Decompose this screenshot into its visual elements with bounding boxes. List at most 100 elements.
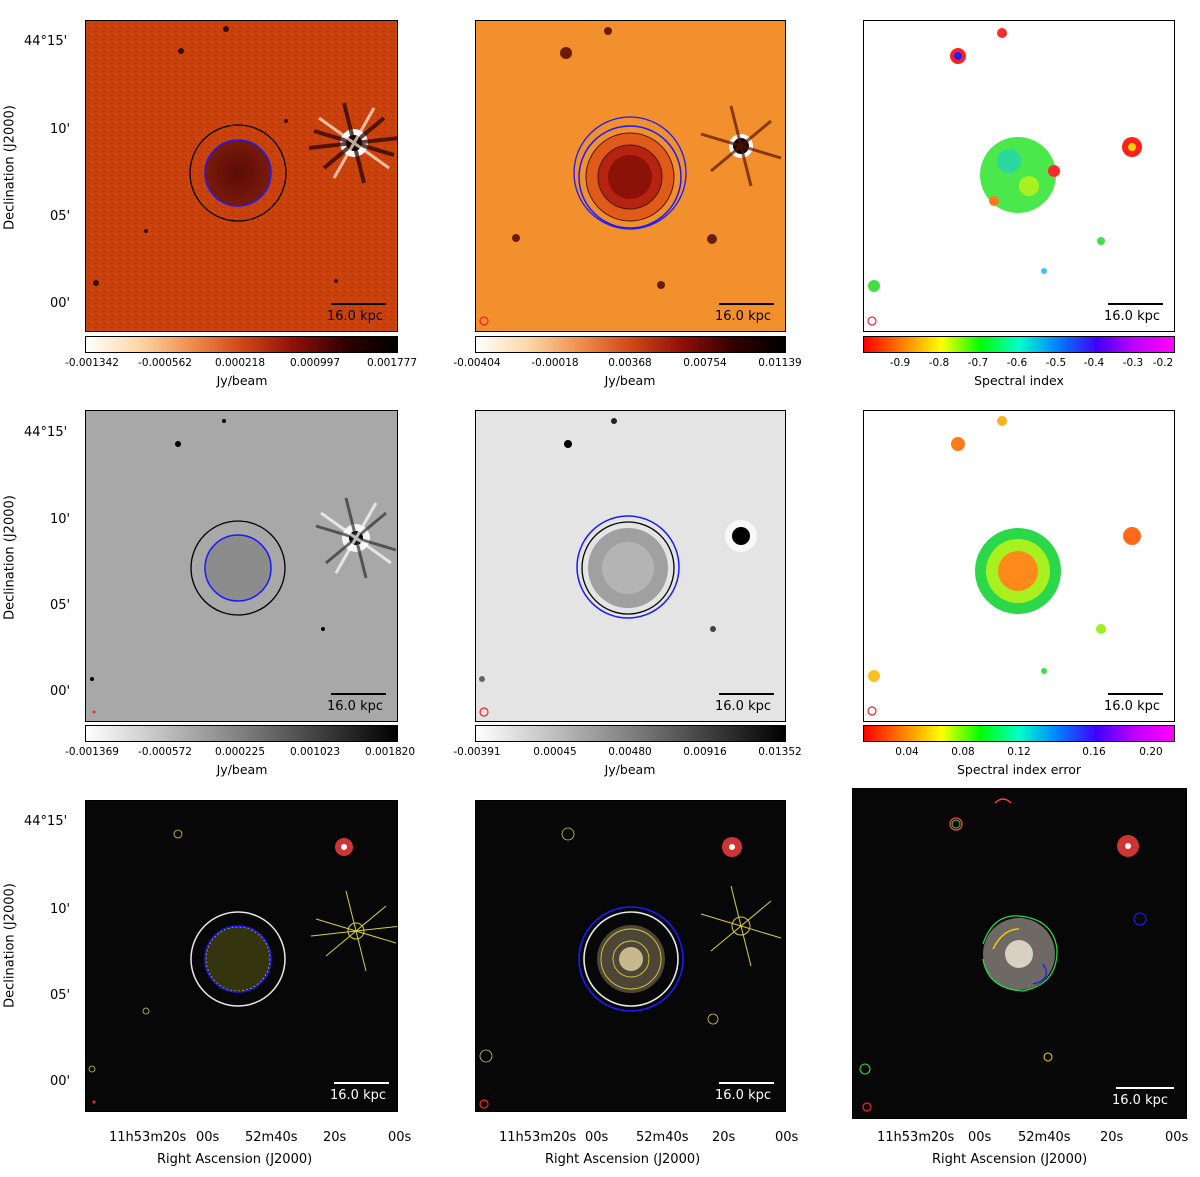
colorbar-tick: 0.16	[1082, 746, 1106, 758]
colorbar-tick: 0.01352	[758, 746, 802, 758]
colorbar-tick: -0.4	[1083, 357, 1105, 369]
colorbar-tick: -0.2	[1152, 357, 1174, 369]
bright-source-contours	[700, 885, 782, 967]
colorbar-tick: 0.00368	[608, 357, 652, 369]
colorbar-tick: -0.8	[928, 357, 950, 369]
dec-tick: 44°15'	[24, 425, 68, 440]
ra-tick: 11h53m20s	[109, 1130, 186, 1145]
optical-image-spectral-contours	[853, 789, 1186, 1118]
colorbar-tick: -0.7	[967, 357, 989, 369]
ra-tick: 52m40s	[245, 1130, 298, 1145]
scale-bar	[331, 303, 386, 305]
colorbar-tick: 0.12	[1007, 746, 1031, 758]
panel-radio-gray: 16.0 kpc	[85, 410, 398, 722]
scale-label: 16.0 kpc	[715, 1088, 772, 1103]
scale-bar	[719, 693, 774, 695]
colorbar-tick: 0.000218	[214, 357, 266, 369]
colorbar-heat	[85, 336, 398, 353]
ra-tick: 00s	[775, 1130, 799, 1145]
colorbar-tick: -0.00404	[453, 357, 501, 369]
panel-radio-gray-smooth: 16.0 kpc	[475, 410, 786, 722]
ra-tick: 20s	[712, 1130, 736, 1145]
colorbar-tick: 0.00480	[608, 746, 652, 758]
dec-tick: 00'	[50, 1074, 71, 1089]
colorbar-label: Jy/beam	[604, 762, 656, 777]
colorbar-tick: -0.5	[1045, 357, 1067, 369]
ra-tick: 00s	[1165, 1130, 1189, 1145]
colorbar-label: Spectral index error	[956, 762, 1082, 777]
spectral-index-error-map	[864, 411, 1174, 721]
ra-tick: 00s	[388, 1130, 412, 1145]
radio-gray-image	[86, 411, 397, 721]
dec-tick: 05'	[50, 598, 71, 613]
colorbar-tick: -0.001342	[65, 357, 119, 369]
colorbar-label: Jy/beam	[216, 762, 268, 777]
colorbar-tick: -0.9	[889, 357, 911, 369]
ra-tick: 20s	[323, 1130, 347, 1145]
colorbar-tick: 0.001777	[366, 357, 418, 369]
scale-label: 16.0 kpc	[330, 1088, 387, 1103]
scale-label: 16.0 kpc	[1112, 1093, 1169, 1108]
colorbar-tick: 0.00045	[533, 746, 577, 758]
ra-tick: 00s	[196, 1130, 220, 1145]
colorbar-tick: 0.04	[895, 746, 919, 758]
colorbar-tick: 0.20	[1139, 746, 1163, 758]
ra-tick: 52m40s	[636, 1130, 689, 1145]
colorbar-heat-smooth	[475, 336, 786, 353]
bright-source-contours	[310, 890, 397, 972]
scale-bar	[719, 1082, 774, 1084]
colorbar-tick: -0.000572	[138, 746, 192, 758]
dec-tick: 00'	[50, 684, 71, 699]
ra-tick: 52m40s	[1018, 1130, 1071, 1145]
dec-tick: 05'	[50, 209, 71, 224]
bright-source-burst	[315, 497, 397, 579]
bright-source-burst	[725, 520, 757, 552]
radio-heat-image	[86, 21, 397, 331]
colorbar-tick: 0.00916	[683, 746, 727, 758]
optical-image-contours	[86, 801, 397, 1111]
radio-heat-smooth-image	[476, 21, 785, 331]
panel-spectral-index: 16.0 kpc	[863, 20, 1175, 332]
panel-spectral-index-error: 16.0 kpc	[863, 410, 1175, 722]
scale-label: 16.0 kpc	[715, 699, 772, 714]
colorbar-tick: 0.001820	[364, 746, 416, 758]
scale-label: 16.0 kpc	[327, 309, 384, 324]
scale-label: 16.0 kpc	[715, 309, 772, 324]
colorbar-tick: 0.001023	[289, 746, 341, 758]
ra-tick: 00s	[585, 1130, 609, 1145]
ra-tick: 11h53m20s	[499, 1130, 577, 1145]
optical-image-contours-smooth	[476, 801, 785, 1111]
scale-bar	[719, 303, 774, 305]
colorbar-gray	[85, 725, 398, 742]
colorbar-label: Jy/beam	[604, 373, 656, 388]
panel-optical-contours-fine: 16.0 kpc	[85, 800, 398, 1112]
dec-tick: 10'	[50, 122, 71, 137]
panel-optical-spectral: 16.0 kpc	[852, 788, 1187, 1119]
bright-source-burst	[700, 105, 782, 187]
ra-tick-text: 11h53m20s	[109, 1130, 187, 1145]
colorbar-tick: -0.000562	[138, 357, 192, 369]
dec-tick: 10'	[50, 512, 71, 527]
dec-axis-label-row2: Declination (J2000)	[2, 495, 18, 620]
radio-gray-smooth-image	[476, 411, 785, 721]
spectral-index-map	[864, 21, 1174, 331]
dec-axis-label-row1: Declination (J2000)	[2, 105, 18, 230]
ra-tick: 20s	[1100, 1130, 1124, 1145]
ra-axis-label: Right Ascension (J2000)	[157, 1152, 313, 1167]
colorbar-tick: -0.00391	[453, 746, 501, 758]
scale-bar	[1108, 303, 1163, 305]
colorbar-spectral-index	[863, 336, 1175, 353]
scale-label: 16.0 kpc	[327, 699, 384, 714]
scale-bar	[331, 693, 386, 695]
colorbar-tick: 0.000997	[289, 357, 341, 369]
dec-tick: 05'	[50, 988, 71, 1003]
ra-tick: 00s	[968, 1130, 992, 1145]
dec-axis-label-row3: Declination (J2000)	[2, 883, 18, 1008]
panel-optical-contours-smooth: 16.0 kpc	[475, 800, 786, 1112]
bright-source-burst	[308, 102, 397, 184]
colorbar-tick: 0.00754	[683, 357, 727, 369]
panel-radio-heat: 16.0 kpc	[85, 20, 398, 332]
colorbar-tick: 0.08	[951, 746, 975, 758]
colorbar-tick: -0.3	[1122, 357, 1144, 369]
ra-axis-label: Right Ascension (J2000)	[932, 1152, 1088, 1167]
